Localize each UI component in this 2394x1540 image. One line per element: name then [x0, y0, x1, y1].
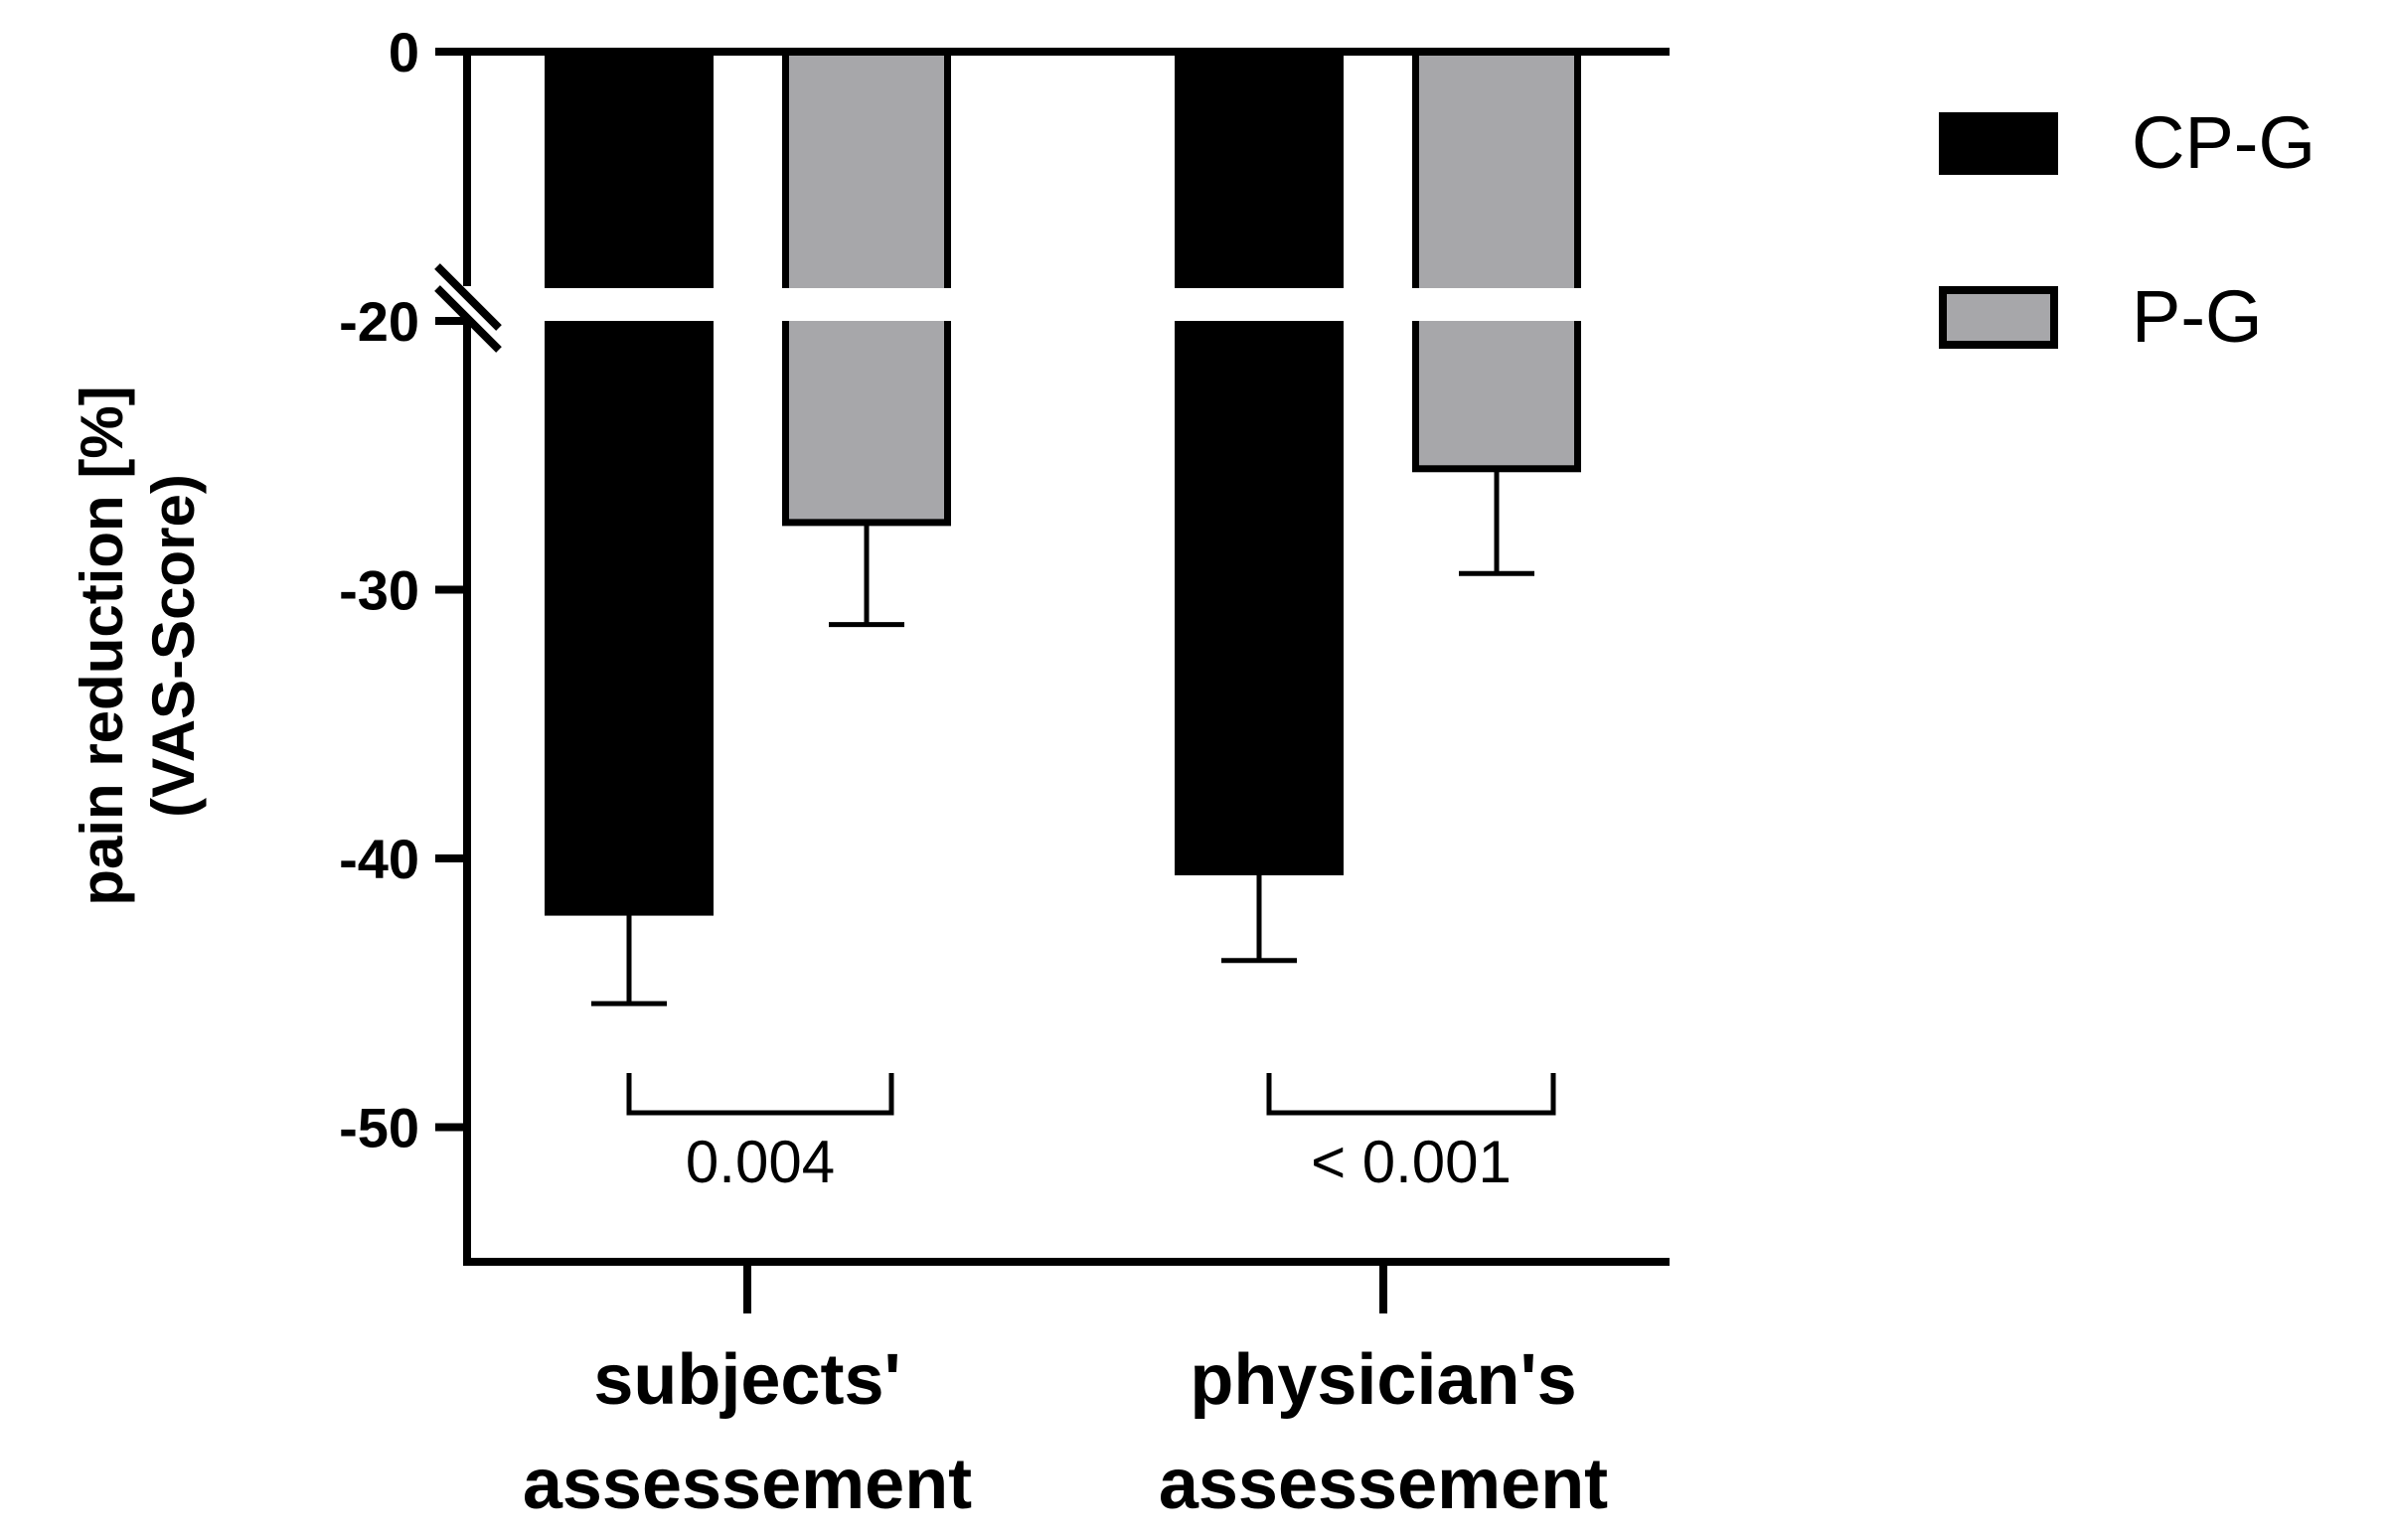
bar-p-g-2 [1412, 48, 1581, 473]
y-tick-label: -20 [339, 290, 419, 353]
y-axis-title: pain reduction [%] [69, 385, 135, 905]
bar-p-g-1 [782, 48, 951, 527]
y-tick-label: 0 [389, 21, 419, 83]
legend-swatch-cp-g [1939, 112, 2058, 175]
legend-label-p-g: P-G [2132, 275, 2263, 358]
category-label: assessement [523, 1445, 972, 1524]
y-tick-label: -50 [339, 1097, 419, 1159]
bar-cp-g-1 [545, 48, 714, 916]
p-value-label: 0.004 [686, 1129, 835, 1195]
category-label: physician's [1190, 1340, 1576, 1420]
y-tick-label: -40 [339, 828, 419, 890]
axis-break-mark-1 [434, 263, 502, 331]
y-axis-title: (VAS-Score) [140, 474, 207, 818]
p-value-label: < 0.001 [1311, 1129, 1512, 1195]
category-label: subjects' [593, 1340, 900, 1420]
legend-swatch-p-g [1939, 286, 2058, 349]
axis-break-mark-2 [434, 285, 502, 353]
significance-bracket-2 [1266, 1073, 1556, 1116]
axis-break-band [447, 288, 1689, 321]
category-label: assessement [1159, 1445, 1608, 1524]
significance-bracket-1 [626, 1073, 894, 1116]
y-tick-label: -30 [339, 559, 419, 622]
legend-label-cp-g: CP-G [2132, 101, 2315, 184]
bar-cp-g-2 [1175, 48, 1344, 876]
